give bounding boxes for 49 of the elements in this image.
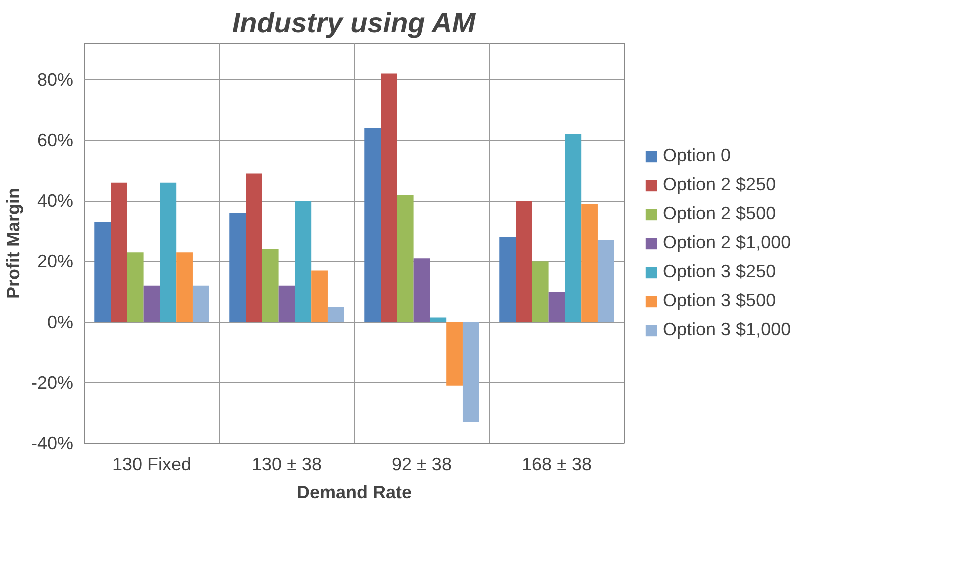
bar <box>176 252 193 322</box>
bar <box>430 318 447 322</box>
bar <box>144 286 160 322</box>
y-tick-label: -20% <box>31 372 74 393</box>
bar <box>381 74 398 322</box>
bar <box>230 213 246 322</box>
bar <box>565 134 582 322</box>
bar <box>414 258 430 322</box>
chart-title: Industry using AM <box>232 8 476 38</box>
bar <box>548 292 566 322</box>
x-tick-label: 130 ± 38 <box>252 454 322 474</box>
bar <box>446 322 463 386</box>
x-axis-title: Demand Rate <box>296 482 412 502</box>
legend-label: Option 3 $250 <box>663 262 776 282</box>
y-tick-label: 0% <box>47 312 74 332</box>
bar <box>532 262 549 322</box>
y-tick-label: -40% <box>31 434 74 454</box>
legend-label: Option 3 $1,000 <box>663 320 792 340</box>
legend-label: Option 2 $250 <box>663 174 776 196</box>
y-tick-label: 60% <box>37 130 74 150</box>
x-tick-label: 168 ± 38 <box>522 454 592 474</box>
legend-label: Option 2 $1,000 <box>663 232 792 254</box>
legend-label: Option 2 $500 <box>663 204 776 224</box>
bar <box>312 270 328 322</box>
bar <box>127 252 144 322</box>
y-axis-title: Profit Margin <box>3 188 24 299</box>
bar <box>94 222 112 322</box>
bar <box>364 128 382 322</box>
legend-label: Option 3 $500 <box>663 290 776 312</box>
bar <box>111 182 128 322</box>
bar <box>397 195 414 322</box>
bar <box>462 322 480 422</box>
bar <box>278 286 296 322</box>
bar <box>328 307 344 322</box>
bar <box>262 250 279 322</box>
bar <box>500 237 516 322</box>
bar <box>582 204 598 322</box>
y-tick-label: 20% <box>37 252 74 272</box>
y-tick-label: 80% <box>37 70 74 90</box>
y-tick-label: 40% <box>37 191 74 212</box>
bar <box>192 286 210 322</box>
legend-label: Option 0 <box>663 146 732 166</box>
x-tick-label: 92 ± 38 <box>392 454 452 474</box>
bar <box>246 174 262 322</box>
bar <box>516 201 532 322</box>
bar <box>598 240 614 322</box>
x-tick-label: 130 Fixed <box>112 454 192 474</box>
bar <box>295 201 312 322</box>
bar <box>160 182 177 322</box>
